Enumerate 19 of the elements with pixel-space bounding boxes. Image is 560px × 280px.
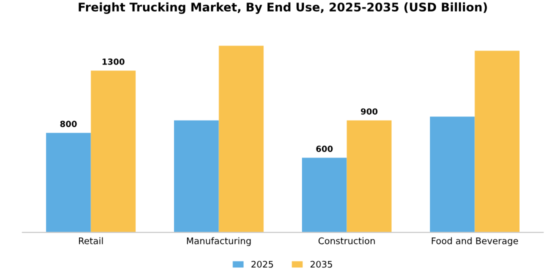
x-tick-label: Construction [318,237,375,244]
bar [90,70,136,232]
bar [46,132,91,232]
data-label: 800 [60,120,77,128]
chart-title: Freight Trucking Market, By End Use, 2025-2035 (USD Billion) [78,2,487,14]
bar [346,120,392,232]
bar [218,46,264,232]
legend-label: 2035 [310,260,332,268]
data-label: 600 [316,146,333,152]
data-label: 900 [360,108,378,115]
bar [302,158,347,232]
legend-label: 2025 [251,260,273,268]
x-tick-label: Manufacturing [187,237,251,246]
data-label: 1300 [102,58,124,65]
bar [174,120,219,232]
x-tick-label: Food and Beverage [432,237,518,246]
bar [430,116,475,232]
x-tick-label: Retail [78,237,103,244]
bar [474,50,520,232]
